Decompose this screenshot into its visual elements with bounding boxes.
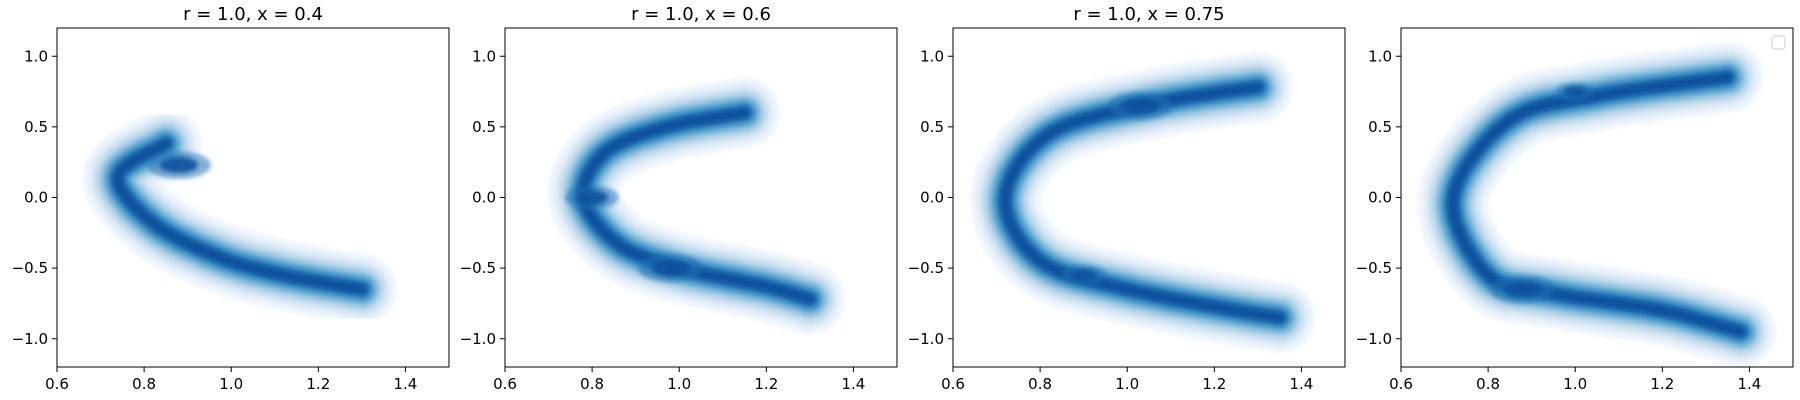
chart-panel-4: 0.6 0.8 1.0 1.2 1.4 −1.0 −0.5 0.0 0.5 1.0 [1356,27,1794,393]
y-tick-label: 1.0 [24,47,48,65]
y-tick-label: −1.0 [1356,330,1392,348]
x-tick-label: 0.6 [1389,375,1413,393]
legend-box [1771,35,1786,50]
chart-title: r = 1.0, x = 0.6 [631,4,771,25]
chart-panel-1: 0.6 0.8 1.0 1.2 1.4 −1.0 −0.5 0.0 0.5 1.0 r = 1.0,… [12,4,450,393]
x-tick-label: 1.0 [1563,375,1587,393]
density-peak [1503,281,1542,298]
chart-panel-3: 0.6 0.8 1.0 1.2 1.4 −1.0 −0.5 0.0 0.5 1.0 r = 1.0,… [908,4,1346,393]
density-peak [576,190,608,205]
x-tick-label: 1.0 [667,375,691,393]
chart-title: r = 1.0, x = 0.75 [1073,4,1224,25]
y-tick-label: 1.0 [472,47,496,65]
density-contours [1417,42,1776,367]
density-peak [651,260,690,277]
density-peak [1071,269,1097,281]
x-tick-label: 1.2 [1650,375,1674,393]
density-peak [159,157,198,174]
y-tick-label: −0.5 [908,259,944,277]
density-contours [83,108,397,325]
y-tick-label: 0.0 [1368,189,1392,207]
x-tick-label: 1.2 [754,375,778,393]
x-tick-label: 0.6 [45,375,69,393]
density-contours [970,52,1315,353]
y-tick-label: 1.0 [1368,47,1392,65]
y-tick-label: −0.5 [460,259,496,277]
x-tick-label: 1.4 [1738,375,1762,393]
density-contours [548,77,845,335]
y-tick-label: 0.0 [472,189,496,207]
y-tick-label: 0.5 [472,118,496,136]
y-tick-label: −0.5 [1356,259,1392,277]
contour-level-8 [112,138,367,295]
y-tick-label: 0.0 [920,189,944,207]
x-tick-label: 0.6 [941,375,965,393]
x-tick-label: 1.2 [1202,375,1226,393]
y-tick-label: 0.5 [1368,118,1392,136]
y-tick-label: −0.5 [12,259,48,277]
density-peak [1564,86,1587,97]
y-tick-label: 0.5 [24,118,48,136]
x-tick-label: 1.0 [219,375,243,393]
y-tick-label: −1.0 [460,330,496,348]
y-tick-label: 0.5 [920,118,944,136]
x-tick-label: 0.8 [580,375,604,393]
contour-level-8 [1447,72,1746,337]
y-tick-label: −1.0 [12,330,48,348]
chart-panel-2: 0.6 0.8 1.0 1.2 1.4 −1.0 −0.5 0.0 0.5 1.0 r = 1.0,… [460,4,898,393]
x-tick-label: 1.4 [394,375,418,393]
x-tick-label: 1.4 [842,375,866,393]
y-tick-label: 1.0 [920,47,944,65]
x-tick-label: 0.8 [1476,375,1500,393]
y-tick-label: −1.0 [908,330,944,348]
x-tick-label: 0.6 [493,375,517,393]
x-tick-label: 1.4 [1290,375,1314,393]
chart-title: r = 1.0, x = 0.4 [183,4,323,25]
y-tick-label: 0.0 [24,189,48,207]
x-tick-label: 1.2 [306,375,330,393]
x-tick-label: 0.8 [132,375,156,393]
x-tick-label: 1.0 [1115,375,1139,393]
density-peak [1121,97,1160,114]
x-tick-label: 0.8 [1028,375,1052,393]
contour-level-8 [578,107,815,305]
